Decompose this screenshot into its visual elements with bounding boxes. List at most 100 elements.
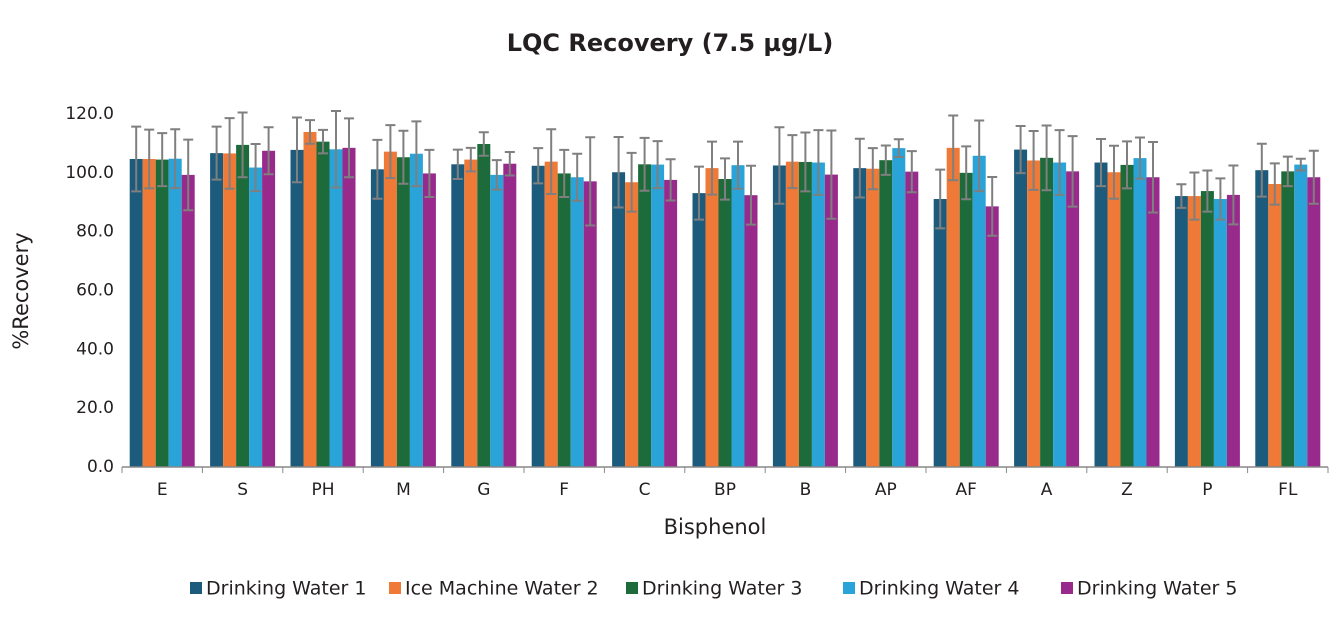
error-bar	[854, 137, 865, 199]
bar	[316, 141, 330, 467]
bar	[638, 164, 652, 468]
error-bar	[424, 148, 435, 198]
error-bar	[906, 150, 917, 194]
error-bar	[344, 117, 354, 179]
error-bar	[774, 126, 785, 205]
legend-swatch	[190, 582, 202, 594]
bar	[396, 157, 410, 467]
error-bar	[170, 128, 181, 190]
y-tick-label: 40.0	[76, 339, 114, 359]
bar	[1268, 184, 1282, 468]
chart-title: LQC Recovery (7.5 µg/L)	[507, 29, 834, 57]
error-bar	[1054, 129, 1065, 196]
error-bar	[465, 146, 476, 173]
bar	[651, 164, 665, 467]
y-tick-label: 20.0	[76, 398, 114, 418]
bar	[464, 159, 478, 468]
error-bar	[1308, 149, 1319, 205]
bar	[824, 174, 838, 467]
x-tick-label: A	[1041, 480, 1053, 500]
error-bar	[1109, 144, 1119, 200]
bar	[1200, 191, 1214, 468]
error-bar	[974, 119, 985, 193]
error-bar	[224, 117, 235, 190]
bar	[570, 177, 584, 467]
error-bar	[1228, 164, 1239, 226]
bar	[1014, 149, 1028, 467]
bar	[249, 167, 263, 467]
error-bar	[948, 114, 959, 182]
legend-label: Drinking Water 4	[859, 578, 1019, 600]
error-bar	[733, 140, 743, 190]
error-bar	[1135, 136, 1145, 180]
y-tick-label: 60.0	[76, 281, 114, 301]
bar	[892, 148, 906, 467]
legend-swatch	[389, 582, 401, 594]
bar	[905, 171, 919, 467]
error-bar	[1282, 155, 1293, 188]
error-bar	[1176, 183, 1187, 209]
x-tick-label: P	[1202, 480, 1212, 500]
bar	[1146, 177, 1160, 467]
x-axis-label: Bisphenol	[664, 515, 767, 539]
error-bar	[183, 138, 194, 212]
error-bar	[559, 148, 570, 198]
error-bar	[720, 157, 730, 201]
bar	[329, 149, 343, 468]
x-tick-label: S	[237, 480, 248, 500]
bar	[1213, 199, 1227, 467]
bar	[383, 151, 397, 468]
error-bar	[1122, 140, 1132, 190]
error-bar	[411, 120, 422, 188]
error-bar	[157, 132, 168, 188]
bar	[772, 165, 786, 467]
error-bar	[1041, 124, 1052, 192]
error-bar	[626, 151, 637, 213]
bar	[972, 155, 986, 467]
bar	[583, 181, 597, 467]
error-bar	[1256, 142, 1267, 198]
y-tick-label: 0.0	[87, 457, 114, 477]
error-bar	[1015, 125, 1026, 175]
error-bar	[546, 128, 557, 196]
bar	[290, 149, 304, 467]
bar	[1294, 164, 1308, 467]
bar	[866, 168, 880, 467]
bar	[946, 147, 960, 467]
error-bar	[372, 138, 383, 200]
bar	[1226, 194, 1240, 468]
bar	[1027, 160, 1041, 467]
error-bar	[237, 111, 248, 179]
error-bar	[1067, 135, 1078, 208]
x-tick-label: AF	[955, 480, 976, 500]
bar	[705, 168, 719, 468]
error-bar	[131, 125, 142, 193]
bar	[664, 179, 678, 468]
error-bar	[961, 145, 972, 201]
error-bar	[385, 124, 396, 180]
bar	[142, 159, 156, 467]
bar	[1174, 196, 1188, 467]
bar	[692, 193, 706, 467]
bar	[1107, 172, 1121, 467]
legend-swatch	[626, 582, 638, 594]
error-bar	[707, 140, 717, 196]
bar	[503, 163, 517, 467]
bar	[1040, 157, 1054, 468]
error-bar	[813, 129, 824, 196]
x-tick-label: F	[559, 480, 569, 500]
error-bar	[504, 150, 515, 177]
bar	[1281, 171, 1295, 468]
error-bar	[1148, 140, 1158, 214]
error-bar	[585, 136, 596, 227]
x-tick-label: Z	[1121, 480, 1133, 500]
error-bar	[1189, 171, 1200, 221]
error-bar	[331, 110, 341, 189]
x-tick-label: M	[396, 480, 411, 500]
bar	[531, 165, 545, 468]
error-bar	[867, 147, 878, 191]
bar	[879, 160, 893, 467]
error-bar	[826, 129, 837, 220]
y-tick-label: 120.0	[65, 104, 114, 124]
x-tick-label: B	[800, 480, 812, 500]
